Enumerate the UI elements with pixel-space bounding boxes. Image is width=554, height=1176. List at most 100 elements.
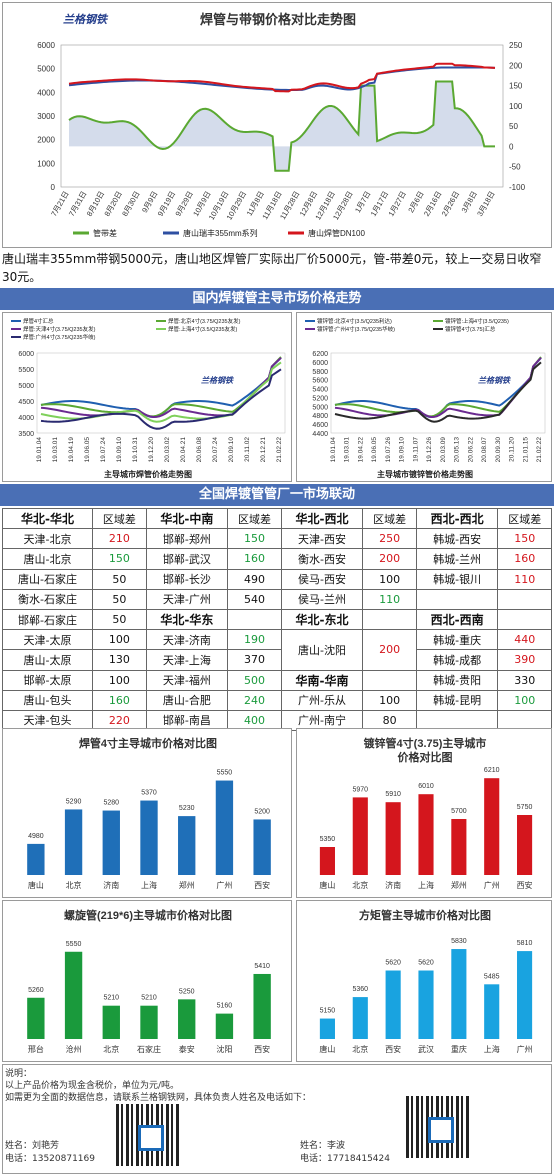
bar xyxy=(352,997,368,1039)
table-cell: 韩城-成都 xyxy=(415,649,499,671)
mini-x-tick: 19.12.20 xyxy=(148,437,155,463)
top-chart-title: 焊管与带钢价格对比走势图 xyxy=(199,13,356,28)
mini-y-tick: 5600 xyxy=(312,378,328,385)
bar-value-label: 5280 xyxy=(103,800,119,807)
regional-spread-table: 华北-华北 区域差 华北-中南 区域差 华北-西北 区域差 西北-西北 区域差 天津-北京 210… xyxy=(1,507,552,732)
bar xyxy=(484,984,500,1039)
bar-category-label: 广州 xyxy=(517,1044,533,1054)
bar-value-label: 5360 xyxy=(352,986,368,993)
table-cell: 唐山-石家庄 xyxy=(1,568,94,590)
bar-category-label: 唐山 xyxy=(319,1044,335,1054)
bar xyxy=(27,997,45,1039)
mini-logo: 兰格钢铁 xyxy=(201,376,234,385)
bar-category-label: 上海 xyxy=(141,880,157,890)
bar-value-label: 5700 xyxy=(451,808,467,815)
table-cell: 唐山-包头 xyxy=(1,689,94,711)
bar xyxy=(178,999,196,1039)
mini-y-tick: 4500 xyxy=(18,399,34,406)
table-cell: 100 xyxy=(362,689,417,711)
bar-value-label: 5200 xyxy=(254,808,270,815)
mini-y-tick: 5800 xyxy=(312,369,328,376)
table-cell: 130 xyxy=(92,649,147,671)
bar-chart-galv: 镀锌管4寸(3.75)主导城市 价格对比图 5350 唐山 5970 北京 5910 济南 60… xyxy=(296,728,552,898)
plot-area xyxy=(60,44,504,188)
y-left-tick: 3000 xyxy=(37,112,55,121)
bar-value-label: 5250 xyxy=(179,988,195,995)
mini-x-tick: 21.02.22 xyxy=(276,437,283,463)
bar-value-label: 5410 xyxy=(254,963,270,970)
mini-series-line xyxy=(40,368,282,430)
mini-y-tick: 4800 xyxy=(312,413,328,420)
table-cell: 华南-华南 xyxy=(280,669,364,691)
bar-category-label: 武汉 xyxy=(418,1044,434,1054)
y-right-tick: 150 xyxy=(509,82,523,91)
table-row: 唐山-北京 150 邯郸-武汉 160 衡水-西安 200 韩城-兰州 160 xyxy=(1,548,552,570)
table-cell xyxy=(362,608,417,631)
bar-category-label: 西安 xyxy=(517,880,533,890)
table-cell: 西北-西北 xyxy=(415,507,499,530)
table-cell: 唐山-沈阳 xyxy=(280,629,364,671)
bar-category-label: 重庆 xyxy=(451,1044,467,1054)
bar-chart-title: 焊管4寸主导城市价格对比图 xyxy=(79,736,217,750)
y-right-tick: -100 xyxy=(509,183,526,192)
table-cell: 210 xyxy=(92,528,147,550)
bar-chart-title: 方矩管主导城市价格对比图 xyxy=(359,908,491,922)
mini-legend-label: 焊管:北京4寸(3.75/Q235友发) xyxy=(168,317,241,325)
table-cell: 天津-北京 xyxy=(1,528,94,550)
table-cell: 200 xyxy=(362,629,417,671)
table-cell: 唐山-北京 xyxy=(1,548,94,570)
mini-x-tick: 19.04.19 xyxy=(68,437,75,463)
footer-note-label: 说明： xyxy=(5,1069,33,1079)
table-cell: 华北-华东 xyxy=(145,608,229,631)
table-cell: 侯马-西安 xyxy=(280,568,364,590)
bar-chart-spiral-plot: 螺旋管(219*6)主导城市价格对比图 5260 邢台 5550 沧州 5210 北京 521… xyxy=(27,908,271,1054)
mini-legend-label: 焊管:广州4寸(3.75/Q235华岐) xyxy=(23,333,96,341)
mini-caption: 主导城市镀锌管价格走势图 xyxy=(377,469,473,479)
table-cell: 韩城-贵阳 xyxy=(415,669,499,691)
table-cell: 天津-包头 xyxy=(1,709,94,732)
pipe-price-line xyxy=(68,62,496,93)
mini-x-tick: 19.04.22 xyxy=(357,437,364,463)
table-cell: 韩城-西安 xyxy=(415,528,499,550)
table-row: 天津-包头 220 邯郸-南昌 400 广州-南宁 80 xyxy=(1,709,552,732)
bar-category-label: 石家庄 xyxy=(137,1044,161,1054)
bar-chart-weld-plot: 焊管4寸主导城市价格对比图 4980 唐山 5290 北京 5280 济南 5370 上海 523… xyxy=(27,736,271,890)
table-row: 华北-华北 区域差 华北-中南 区域差 华北-西北 区域差 西北-西北 区域差 xyxy=(1,507,552,530)
contact1-name: 姓名：刘艳芳 xyxy=(5,1141,60,1151)
mini-x-tick: 19.06.05 xyxy=(371,437,378,463)
bar-value-label: 5210 xyxy=(141,995,157,1002)
table-cell: 衡水-西安 xyxy=(280,548,364,570)
table-row: 唐山-石家庄 50 邯郸-长沙 490 侯马-西安 100 韩城-银川 110 xyxy=(1,568,552,590)
mini-x-tick: 19.10.31 xyxy=(132,437,139,463)
bar-value-label: 5750 xyxy=(517,804,533,811)
bar xyxy=(418,794,434,875)
bar-value-label: 4980 xyxy=(28,833,44,840)
mini-series-line xyxy=(334,357,542,419)
table-cell: 240 xyxy=(227,689,282,711)
table-cell: 区域差 xyxy=(497,507,552,530)
mini-x-tick: 20.08.07 xyxy=(481,437,488,463)
table-cell: 韩城-昆明 xyxy=(415,689,499,711)
bar-chart-title: 镀锌管4寸(3.75)主导城市 xyxy=(364,736,487,750)
mini-x-tick: 20.11.02 xyxy=(244,437,251,462)
table-cell: 160 xyxy=(92,689,147,711)
bar-category-label: 济南 xyxy=(385,880,401,890)
bar xyxy=(102,810,120,875)
mini-legend-label: 镀锌管4寸(3.75)汇总 xyxy=(445,325,496,333)
section-title-linkage: 全国焊镀管管厂一市场联动 xyxy=(0,484,554,506)
mini-series-line xyxy=(40,356,282,418)
bar-chart-square-plot: 方矩管主导城市价格对比图 5150 唐山 5360 北京 5620 西安 5620 武汉 5830… xyxy=(319,908,533,1054)
table-cell: 区域差 xyxy=(227,507,282,530)
table-cell: 西北-西南 xyxy=(415,608,499,631)
table-cell: 110 xyxy=(497,568,552,590)
table-cell: 华北-中南 xyxy=(145,507,229,530)
mini-legend-label: 镀锌管:北京4寸(3.5/Q235利达) xyxy=(317,317,392,325)
mini-y-tick: 5000 xyxy=(18,383,34,390)
bar-category-label: 北京 xyxy=(352,880,368,890)
bar-category-label: 广州 xyxy=(216,880,232,890)
contact2-name: 姓名：李波 xyxy=(300,1141,346,1151)
table-cell: 250 xyxy=(362,528,417,550)
legend-label: 唐山焊管DN100 xyxy=(308,228,365,238)
table-cell: 100 xyxy=(497,689,552,711)
galv-pipe-trend-chart: 4400 4600 4800 5000 5200 5400 5600 5800 6000 6200… xyxy=(296,312,552,482)
